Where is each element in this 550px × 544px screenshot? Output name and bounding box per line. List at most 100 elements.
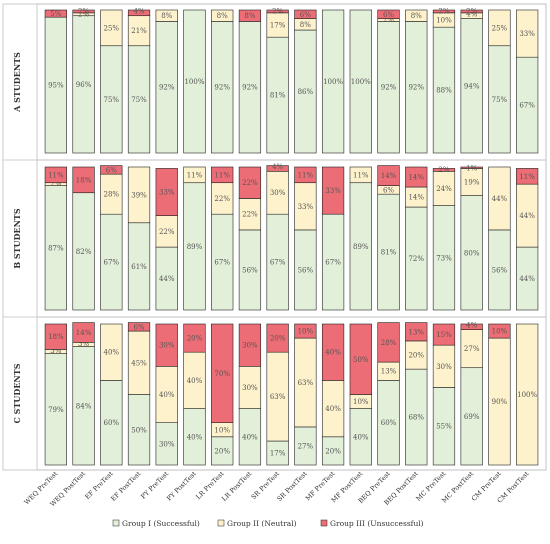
bar-a-students-9-group3 xyxy=(294,9,317,19)
data-label-b-students-9-group3: 11% xyxy=(298,171,314,179)
data-label-b-students-8-group2: 30% xyxy=(270,189,286,197)
data-label-b-students-17-group3: 11% xyxy=(519,173,535,181)
data-label-b-students-9-group1: 56% xyxy=(298,266,314,274)
data-label-a-students-1-group1: 96% xyxy=(76,81,92,89)
data-label-a-students-12-group3: 6% xyxy=(383,11,394,19)
bar-a-students-7-group3 xyxy=(238,9,262,22)
data-label-b-students-7-group1: 56% xyxy=(242,266,258,274)
data-label-b-students-12-group2: 6% xyxy=(383,186,394,194)
bar-a-students-5-group1 xyxy=(183,9,206,154)
data-label-c-students-1-group2: 3% xyxy=(78,340,89,348)
data-label-a-students-16-group1: 75% xyxy=(492,96,508,104)
data-label-c-students-4-group2: 40% xyxy=(159,391,175,399)
data-label-b-students-6-group2: 22% xyxy=(214,195,230,203)
legend-swatch-group2 xyxy=(217,519,225,527)
bar-c-students-3-group3 xyxy=(127,322,151,332)
bar-b-students-0-group3 xyxy=(44,166,67,184)
data-label-a-students-5-group1: 100% xyxy=(184,78,204,86)
data-label-b-students-15-group1: 80% xyxy=(464,249,480,257)
data-label-a-students-3-group1: 75% xyxy=(131,96,147,104)
data-label-b-students-13-group3: 14% xyxy=(408,174,424,182)
data-label-b-students-9-group2: 33% xyxy=(298,203,314,211)
data-label-b-students-3-group2: 39% xyxy=(131,191,147,199)
data-label-a-students-6-group1: 92% xyxy=(214,84,230,92)
data-label-c-students-15-group2: 27% xyxy=(464,345,480,353)
data-label-a-students-7-group1: 92% xyxy=(242,84,258,92)
bar-b-students-4-group3 xyxy=(155,168,178,216)
data-label-a-students-6-group2: 8% xyxy=(217,12,228,20)
bar-b-students-14-group3 xyxy=(432,168,456,172)
data-label-c-students-4-group3: 30% xyxy=(159,342,175,350)
data-label-a-students-8-group2: 17% xyxy=(270,22,286,30)
data-label-a-students-2-group1: 75% xyxy=(104,96,120,104)
data-label-c-students-13-group1: 68% xyxy=(408,414,424,422)
data-label-c-students-12-group2: 13% xyxy=(381,368,397,376)
data-label-b-students-5-group1: 89% xyxy=(187,243,203,251)
data-label-b-students-12-group3: 14% xyxy=(381,172,397,180)
panel-label-a-students: A STUDENTS xyxy=(12,52,22,113)
data-label-c-students-0-group1: 79% xyxy=(48,406,64,414)
data-label-c-students-17-group2: 100% xyxy=(517,391,537,399)
data-label-c-students-3-group3: 6% xyxy=(133,323,144,331)
data-label-a-students-1-group3: 2% xyxy=(78,8,89,16)
data-label-a-students-7-group3: 8% xyxy=(244,12,255,20)
data-label-c-students-10-group1: 20% xyxy=(325,447,341,455)
bar-c-students-8-group3 xyxy=(266,323,289,353)
data-label-b-students-16-group1: 56% xyxy=(492,266,508,274)
bar-a-students-6-group2 xyxy=(211,9,234,22)
bar-a-students-2-group2 xyxy=(100,9,123,47)
data-label-c-students-10-group2: 40% xyxy=(325,405,341,413)
data-label-b-students-11-group2: 11% xyxy=(353,171,369,179)
bar-c-students-11-group3 xyxy=(349,323,372,395)
data-label-a-students-16-group2: 25% xyxy=(492,24,508,32)
data-label-c-students-11-group3: 50% xyxy=(353,356,369,364)
bar-c-students-1-group3 xyxy=(72,322,95,343)
bar-b-students-5-group2 xyxy=(183,166,206,184)
bar-c-students-14-group3 xyxy=(432,323,456,346)
data-label-b-students-12-group1: 81% xyxy=(381,249,397,257)
data-label-b-students-17-group1: 44% xyxy=(519,275,535,283)
data-label-b-students-4-group3: 33% xyxy=(159,189,175,197)
data-label-b-students-1-group3: 18% xyxy=(76,176,92,184)
bar-b-students-9-group3 xyxy=(294,166,317,184)
data-label-c-students-2-group1: 60% xyxy=(104,419,120,427)
data-label-c-students-8-group1: 17% xyxy=(270,450,286,458)
data-label-b-students-13-group2: 14% xyxy=(408,194,424,202)
bar-b-students-13-group3 xyxy=(405,166,428,188)
legend-label-group2: Group II (Neutral) xyxy=(227,519,297,528)
bar-a-students-3-group3 xyxy=(127,9,151,17)
bar-b-students-15-group3 xyxy=(460,166,483,169)
bar-c-students-0-group3 xyxy=(44,323,67,350)
legend-label-group3: Group III (Unsuccessful) xyxy=(330,519,424,528)
data-label-c-students-13-group3: 13% xyxy=(408,328,424,336)
data-label-b-students-1-group1: 82% xyxy=(76,248,92,256)
data-label-b-students-3-group1: 61% xyxy=(131,263,147,271)
bar-a-students-12-group3 xyxy=(377,9,400,19)
data-label-a-students-9-group1: 86% xyxy=(298,88,314,96)
data-label-b-students-0-group3: 11% xyxy=(48,171,64,179)
bar-c-students-16-group3 xyxy=(488,323,511,339)
data-label-c-students-15-group1: 69% xyxy=(464,413,480,421)
data-label-c-students-15-group3: 4% xyxy=(466,322,477,330)
data-label-a-students-15-group2: 4% xyxy=(466,10,477,18)
data-label-c-students-8-group3: 20% xyxy=(270,335,286,343)
data-label-c-students-12-group3: 28% xyxy=(381,339,397,347)
data-label-b-students-0-group2: 2% xyxy=(50,180,61,188)
data-label-c-students-16-group2: 90% xyxy=(492,398,508,406)
data-label-a-students-11-group1: 100% xyxy=(351,78,371,86)
data-label-b-students-14-group1: 73% xyxy=(436,254,452,262)
panel-label-c-students: C STUDENTS xyxy=(12,363,22,423)
data-label-a-students-17-group1: 67% xyxy=(519,102,535,110)
bar-c-students-5-group3 xyxy=(183,323,206,353)
data-label-a-students-9-group2: 8% xyxy=(300,21,311,29)
data-label-b-students-4-group1: 44% xyxy=(159,275,175,283)
data-label-b-students-8-group3: 4% xyxy=(272,163,283,171)
bar-b-students-2-group3 xyxy=(100,165,123,175)
legend-swatch-group1 xyxy=(112,519,120,527)
data-label-b-students-5-group2: 11% xyxy=(187,171,203,179)
data-label-c-students-7-group3: 30% xyxy=(242,342,258,350)
data-label-b-students-17-group2: 44% xyxy=(519,212,535,220)
data-label-a-students-3-group2: 21% xyxy=(131,27,147,35)
data-label-c-students-7-group1: 40% xyxy=(242,433,258,441)
bar-b-students-11-group2 xyxy=(349,166,372,184)
